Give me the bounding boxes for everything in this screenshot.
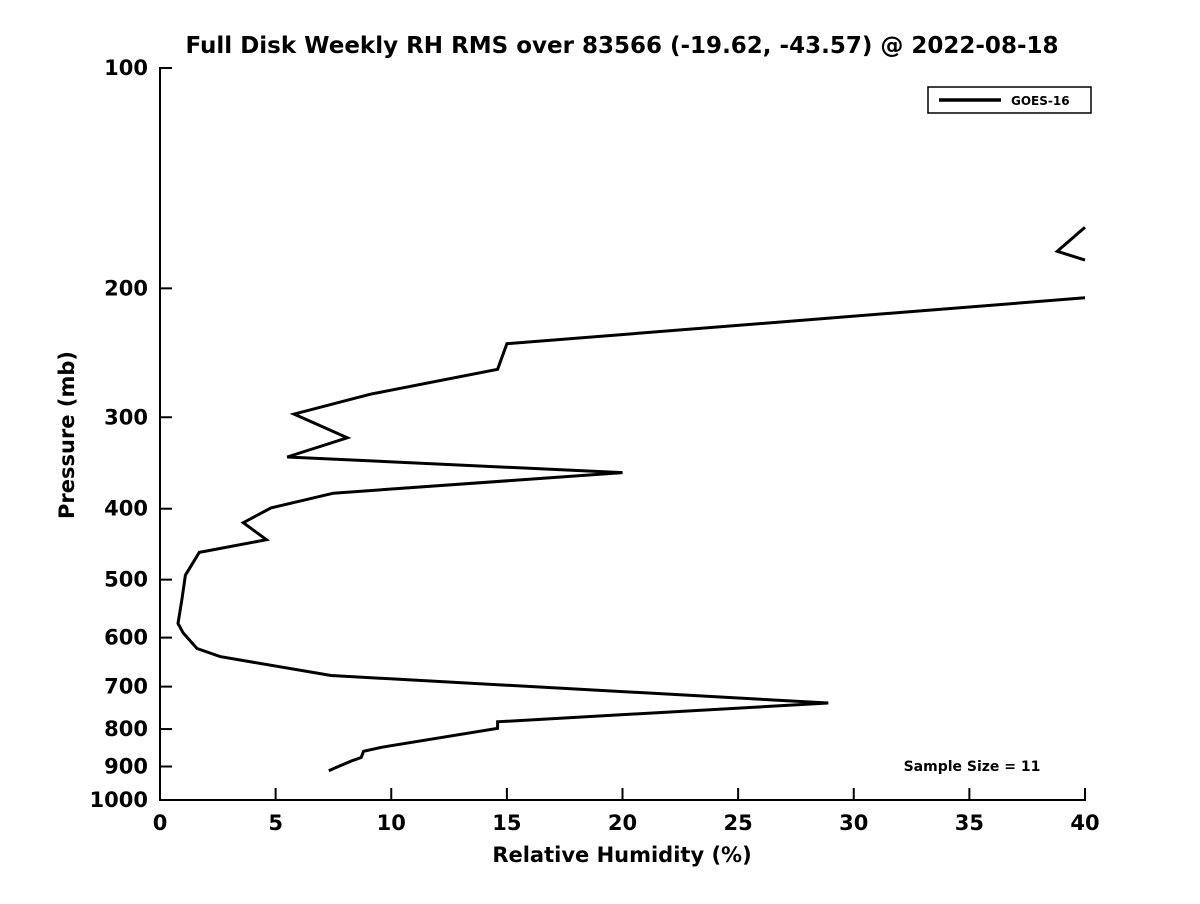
x-tick-label: 35: [955, 811, 984, 835]
y-tick-label: 100: [104, 56, 148, 80]
x-tick-label: 10: [377, 811, 406, 835]
sample-size-annotation: Sample Size = 11: [904, 759, 1041, 775]
y-tick-label: 500: [104, 568, 148, 592]
y-tick-label: 300: [104, 405, 148, 429]
y-tick-label: 800: [104, 717, 148, 741]
y-tick-label: 400: [104, 497, 148, 521]
goes16-curve-segment: [1054, 226, 1086, 262]
y-tick-label: 200: [104, 276, 148, 300]
x-tick-label: 15: [492, 811, 521, 835]
x-tick-label: 5: [268, 811, 283, 835]
series-layer: [176, 226, 1086, 773]
x-tick-label: 40: [1070, 811, 1099, 835]
legend-entry-label: GOES-16: [1011, 94, 1070, 108]
y-tick-label: 600: [104, 626, 148, 650]
x-tick-label: 20: [608, 811, 637, 835]
y-tick-label: 700: [104, 675, 148, 699]
legend: GOES-16: [927, 86, 1092, 114]
x-tick-label: 30: [839, 811, 868, 835]
x-tick-label: 0: [153, 811, 168, 835]
chart-title: Full Disk Weekly RH RMS over 83566 (-19.…: [185, 33, 1058, 59]
y-axis-label: Pressure (mb): [55, 351, 79, 519]
goes16-curve-segment: [176, 296, 1086, 773]
y-tick-label: 900: [104, 755, 148, 779]
y-tick-label: 1000: [90, 788, 148, 812]
x-tick-label: 25: [724, 811, 753, 835]
x-axis-label: Relative Humidity (%): [492, 843, 751, 867]
